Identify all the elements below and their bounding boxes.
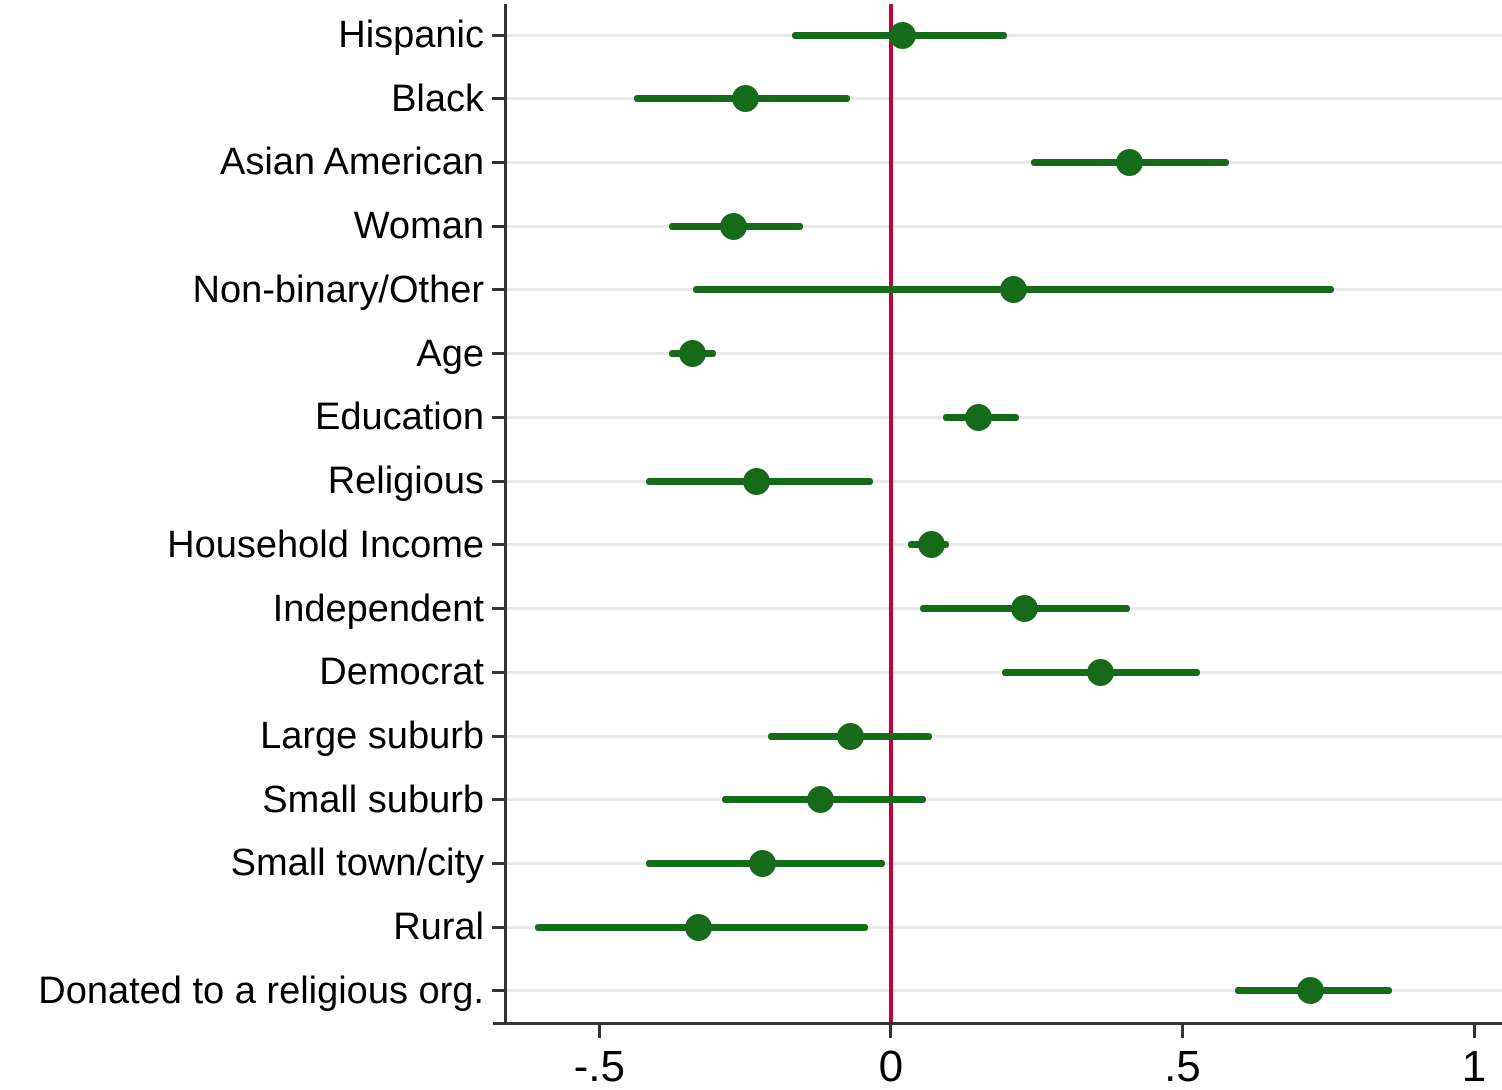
gridline-age xyxy=(506,352,1502,356)
category-label-donated-to-a-religious-org: Donated to a religious org. xyxy=(38,969,484,1012)
category-label-small-town-city: Small town/city xyxy=(230,842,484,885)
coef-dot-independent xyxy=(1011,595,1039,623)
gridline-rural xyxy=(506,925,1502,929)
category-label-education: Education xyxy=(314,396,484,439)
category-label-rural: Rural xyxy=(393,906,484,949)
y-tick-hispanic xyxy=(492,33,506,37)
gridline-woman xyxy=(506,224,1502,228)
x-axis-line xyxy=(493,1022,1502,1025)
coef-dot-non-binary-other xyxy=(999,276,1027,304)
coef-dot-large-suburb xyxy=(836,722,864,750)
y-tick-education xyxy=(492,415,506,419)
y-tick-age xyxy=(492,352,506,356)
coef-dot-small-town-city xyxy=(749,849,777,877)
coef-dot-small-suburb xyxy=(807,786,835,814)
coef-dot-household-income xyxy=(918,531,946,559)
category-label-age: Age xyxy=(416,332,484,375)
category-label-hispanic: Hispanic xyxy=(338,14,484,56)
y-tick-asian-american xyxy=(492,160,506,164)
y-tick-black xyxy=(492,97,506,101)
category-label-woman: Woman xyxy=(353,205,484,248)
coef-dot-education xyxy=(964,403,992,431)
coef-dot-religious xyxy=(743,467,771,495)
category-label-large-suburb: Large suburb xyxy=(260,715,484,758)
gridline-large-suburb xyxy=(506,734,1502,738)
y-tick-small-town-city xyxy=(492,861,506,865)
x-tick-5 xyxy=(597,1022,601,1038)
x-tick-1 xyxy=(1472,1022,1476,1038)
gridline-asian-american xyxy=(506,160,1502,164)
coef-dot-age xyxy=(679,340,707,368)
gridline-religious xyxy=(506,479,1502,483)
gridline-donated-to-a-religious-org xyxy=(506,989,1502,993)
coef-dot-democrat xyxy=(1087,658,1115,686)
x-tick-label-1: 1 xyxy=(1461,1042,1487,1090)
y-tick-household-income xyxy=(492,543,506,547)
category-label-democrat: Democrat xyxy=(319,651,484,694)
y-tick-non-binary-other xyxy=(492,288,506,292)
y-tick-independent xyxy=(492,607,506,611)
category-label-household-income: Household Income xyxy=(167,523,484,566)
y-tick-donated-to-a-religious-org xyxy=(492,989,506,993)
category-label-religious: Religious xyxy=(327,460,484,503)
coef-dot-asian-american xyxy=(1116,148,1144,176)
x-tick-label-5: .5 xyxy=(1164,1042,1201,1090)
x-tick-0 xyxy=(889,1022,893,1038)
y-axis-line xyxy=(504,4,507,1025)
x-tick-label-0: 0 xyxy=(878,1042,904,1090)
x-tick-label-5: -.5 xyxy=(573,1042,625,1090)
category-label-small-suburb: Small suburb xyxy=(262,778,484,821)
x-tick-5 xyxy=(1180,1022,1184,1038)
gridline-small-town-city xyxy=(506,861,1502,865)
y-tick-woman xyxy=(492,224,506,228)
category-label-asian-american: Asian American xyxy=(219,141,484,184)
gridline-household-income xyxy=(506,543,1502,547)
zero-reference-line xyxy=(888,4,893,1022)
y-tick-small-suburb xyxy=(492,798,506,802)
coef-dot-black xyxy=(731,85,759,113)
coef-dot-donated-to-a-religious-org xyxy=(1297,977,1325,1005)
gridline-small-suburb xyxy=(506,798,1502,802)
coef-dot-rural xyxy=(684,913,712,941)
category-label-independent: Independent xyxy=(272,587,484,630)
y-tick-rural xyxy=(492,925,506,929)
y-tick-democrat xyxy=(492,670,506,674)
y-tick-large-suburb xyxy=(492,734,506,738)
gridline-black xyxy=(506,97,1502,101)
category-label-black: Black xyxy=(391,77,484,120)
y-tick-religious xyxy=(492,479,506,483)
category-label-non-binary-other: Non-binary/Other xyxy=(192,268,484,311)
coef-dot-woman xyxy=(719,212,747,240)
coef-dot-hispanic xyxy=(889,21,917,49)
